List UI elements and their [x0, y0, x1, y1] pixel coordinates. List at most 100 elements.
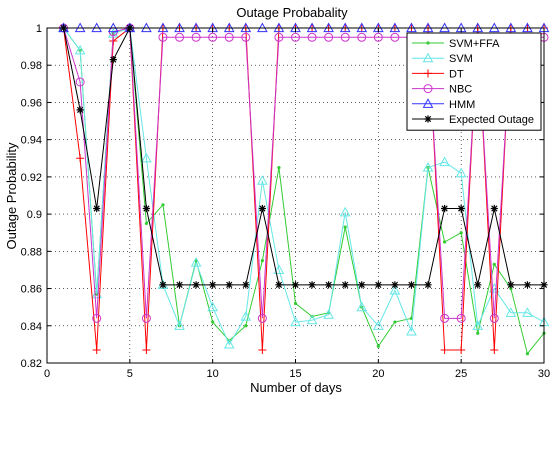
data-point-svm-ffa — [376, 344, 380, 348]
data-point-svm — [174, 320, 185, 330]
data-point-svm — [522, 307, 533, 317]
x-tick-label: 15 — [289, 368, 301, 380]
data-point-svm — [505, 307, 517, 317]
data-point-nbc — [456, 313, 466, 323]
data-point-svm — [339, 206, 351, 217]
legend-label: NBC — [449, 84, 472, 96]
data-point-svm — [141, 152, 152, 163]
data-point-svm — [472, 320, 484, 330]
data-point-svm — [74, 44, 86, 55]
data-point-svm — [240, 310, 252, 321]
x-tick-label: 10 — [207, 368, 219, 380]
legend-label: SVM — [449, 53, 473, 65]
data-point-expected-outage — [258, 204, 266, 213]
data-point-expected-outage — [474, 281, 482, 289]
data-point-svm-ffa — [277, 165, 281, 170]
data-point-nbc — [357, 32, 367, 42]
data-point-nbc — [224, 32, 234, 42]
x-tick-label: 25 — [455, 368, 467, 380]
data-point-expected-outage — [76, 106, 84, 114]
y-tick-label: 0.94 — [21, 135, 42, 147]
data-point-expected-outage — [291, 281, 300, 289]
data-point-expected-outage — [93, 204, 101, 213]
legend-entry-hmm: HMM — [412, 98, 475, 111]
chart-title: Outage Probabality — [236, 5, 348, 20]
data-point-dt — [76, 154, 85, 163]
data-point-expected-outage — [209, 281, 217, 289]
data-point-expected-outage — [358, 281, 366, 289]
y-axis-label: Outage Probability — [4, 142, 19, 249]
data-point-svm — [223, 338, 235, 349]
data-point-expected-outage — [275, 281, 283, 289]
data-point-svm — [406, 325, 417, 336]
data-point-expected-outage — [142, 204, 150, 213]
data-point-svm — [455, 167, 467, 178]
axis-ticks: 0 5 10 15 20 25 30 0.82 0.84 0.86 0.88 0.9 0.92 0.94 0… — [21, 23, 551, 380]
data-point-svm — [372, 320, 384, 330]
data-point-svm-ffa — [244, 324, 248, 328]
legend: SVM+FFA SVM DT NBC HMM Expected Outage — [406, 32, 542, 131]
data-point-expected-outage — [391, 281, 399, 289]
data-point-expected-outage — [457, 204, 465, 213]
data-point-svm — [257, 175, 268, 185]
legend-swatch-marker — [423, 84, 433, 94]
data-point-nbc — [274, 32, 284, 42]
data-point-svm — [422, 162, 434, 172]
data-point-svm-ffa — [293, 301, 298, 306]
data-point-expected-outage — [225, 281, 233, 289]
data-point-svm — [439, 156, 450, 167]
data-point-svm-ffa — [211, 320, 215, 324]
data-point-nbc — [307, 32, 317, 42]
y-tick-label: 0.84 — [21, 321, 42, 333]
data-point-svm-ffa — [476, 331, 480, 335]
data-point-dt — [490, 345, 499, 354]
legend-entry-nbc: NBC — [412, 84, 472, 96]
data-point-expected-outage — [192, 281, 200, 289]
legend-entry-expected-outage: Expected Outage — [412, 114, 534, 126]
data-point-expected-outage — [507, 281, 515, 289]
series-line-nbc — [63, 27, 544, 319]
data-point-expected-outage — [175, 281, 184, 289]
y-tick-label: 0.82 — [21, 358, 42, 370]
y-tick-label: 1 — [36, 23, 42, 35]
data-point-svm-ffa — [343, 225, 347, 229]
data-point-dt — [258, 345, 267, 354]
legend-label: DT — [449, 68, 464, 80]
legend-label: SVM+FFA — [449, 38, 500, 50]
data-point-svm — [356, 301, 368, 312]
data-point-dt — [142, 345, 151, 354]
data-point-nbc — [390, 32, 400, 42]
legend-swatch-marker — [424, 69, 432, 78]
data-point-svm-ffa — [443, 240, 447, 244]
data-point-nbc — [324, 32, 334, 42]
data-point-dt — [92, 345, 101, 354]
data-point-svm-ffa — [144, 221, 148, 226]
data-point-expected-outage — [523, 281, 532, 289]
data-point-dt — [440, 345, 449, 354]
y-tick-label: 0.96 — [21, 97, 42, 109]
series-line-svm — [63, 27, 545, 346]
x-tick-label: 20 — [372, 368, 384, 380]
data-point-nbc — [291, 32, 300, 42]
data-point-svm-ffa — [459, 231, 463, 235]
legend-swatch-marker — [424, 115, 432, 123]
data-point-svm — [207, 301, 219, 312]
data-point-svm-ffa — [260, 259, 264, 263]
data-point-svm-ffa — [492, 262, 496, 266]
data-point-svm — [273, 264, 285, 275]
y-tick-label: 0.88 — [21, 246, 42, 258]
legend-swatch-marker — [426, 41, 430, 45]
legend-entry-svm: SVM — [412, 52, 473, 65]
data-point-expected-outage — [374, 281, 382, 289]
legend-entry-svm-ffa: SVM+FFA — [412, 38, 500, 50]
legend-box — [406, 32, 542, 131]
x-tick-label: 0 — [44, 368, 50, 380]
data-point-expected-outage — [325, 281, 333, 289]
data-point-svm-ffa — [161, 203, 165, 207]
data-point-expected-outage — [159, 281, 167, 289]
series-line-expected-outage — [63, 26, 544, 286]
legend-swatch-marker — [422, 98, 434, 108]
y-tick-label: 0.92 — [21, 172, 42, 184]
data-point-expected-outage — [242, 281, 250, 289]
